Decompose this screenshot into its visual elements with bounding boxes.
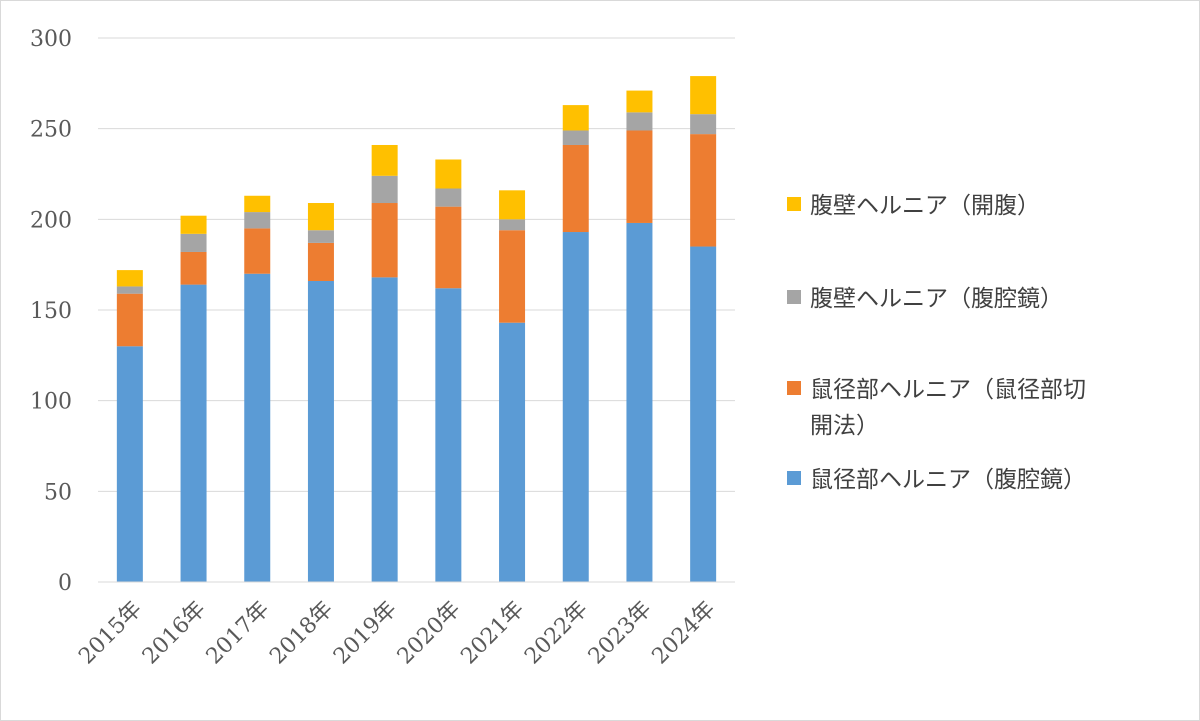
bar-segment [244, 195, 271, 213]
legend-label: 鼠径部ヘルニア（鼠径部切 [810, 377, 1086, 403]
bar-segment [371, 203, 398, 278]
bar-segment [690, 134, 717, 247]
bar-segment [626, 112, 653, 131]
bar-segment [307, 203, 334, 231]
legend-label: 開法） [810, 413, 879, 439]
bar-segment [244, 212, 271, 229]
bar-segment [562, 144, 589, 233]
x-tick-label: 2022年 [520, 597, 593, 670]
x-tick-label: 2017年 [202, 597, 275, 670]
legend-swatch [787, 381, 801, 395]
bar-segment [499, 219, 526, 231]
bar-stack [116, 270, 143, 582]
bar-segment [690, 114, 717, 135]
y-axis-ticks: 0 50 100 150 200 250 300 [30, 27, 72, 596]
legend-item: 腹壁ヘルニア（開腹） [787, 193, 1040, 219]
bar-segment [435, 159, 462, 189]
bar-segment [307, 280, 334, 582]
bar-segment [435, 188, 462, 207]
y-tick-label: 150 [30, 299, 72, 324]
legend-item: 鼠径部ヘルニア（腹腔鏡） [787, 467, 1086, 493]
bar-stack [244, 195, 271, 582]
legend-swatch [787, 471, 801, 485]
bar-segment [180, 251, 207, 285]
bar-segment [690, 246, 717, 583]
y-tick-label: 200 [30, 208, 72, 233]
x-axis-ticks: 2015年2016年2017年2018年2019年2020年2021年2022年… [74, 597, 720, 670]
bar-stack [690, 76, 717, 583]
bar-segment [180, 284, 207, 582]
legend-swatch [787, 290, 801, 304]
y-tick-label: 300 [30, 27, 72, 52]
bar-stacks [116, 76, 717, 583]
bar-segment [244, 273, 271, 582]
bar-segment [435, 288, 462, 582]
y-tick-label: 100 [30, 390, 72, 415]
bar-segment [307, 230, 334, 243]
bar-segment [435, 206, 462, 289]
bar-stack [371, 144, 398, 582]
bar-stack [562, 105, 589, 582]
x-tick-label: 2019年 [329, 597, 402, 670]
bar-segment [116, 293, 143, 347]
bar-segment [244, 228, 271, 274]
x-tick-label: 2015年 [74, 597, 147, 670]
bar-segment [116, 346, 143, 582]
x-tick-label: 2021年 [456, 597, 529, 670]
legend-label: 腹壁ヘルニア（腹腔鏡） [810, 286, 1063, 312]
bar-segment [116, 270, 143, 287]
bar-stack [307, 203, 334, 582]
bar-segment [116, 286, 143, 294]
x-tick-label: 2023年 [584, 597, 657, 670]
bar-stack [499, 190, 526, 582]
y-tick-label: 250 [30, 118, 72, 143]
bar-segment [626, 130, 653, 223]
legend-label: 鼠径部ヘルニア（腹腔鏡） [810, 467, 1086, 493]
bar-segment [562, 105, 589, 131]
bar-stack [435, 159, 462, 582]
x-tick-label: 2018年 [265, 597, 338, 670]
bar-segment [371, 175, 398, 204]
bar-stack [626, 90, 653, 582]
y-tick-label: 50 [44, 480, 72, 505]
x-tick-label: 2020年 [393, 597, 466, 670]
y-tick-label: 0 [58, 571, 72, 596]
x-tick-label: 2016年 [138, 597, 211, 670]
bar-segment [690, 76, 717, 115]
x-tick-label: 2024年 [648, 597, 721, 670]
bar-segment [499, 230, 526, 323]
bar-segment [371, 277, 398, 582]
legend-swatch [787, 197, 801, 211]
bar-stack [180, 215, 207, 582]
bar-segment [562, 232, 589, 582]
bar-segment [499, 322, 526, 582]
legend-label: 腹壁ヘルニア（開腹） [810, 193, 1040, 219]
bar-segment [180, 233, 207, 252]
legend: 腹壁ヘルニア（開腹）腹壁ヘルニア（腹腔鏡）鼠径部ヘルニア（鼠径部切開法）鼠径部ヘ… [787, 193, 1086, 493]
bar-segment [626, 90, 653, 113]
bar-segment [307, 242, 334, 281]
bar-segment [371, 144, 398, 176]
bar-segment [626, 222, 653, 582]
bar-segment [499, 190, 526, 220]
legend-item: 腹壁ヘルニア（腹腔鏡） [787, 286, 1063, 312]
bar-segment [562, 130, 589, 145]
bar-segment [180, 215, 207, 234]
